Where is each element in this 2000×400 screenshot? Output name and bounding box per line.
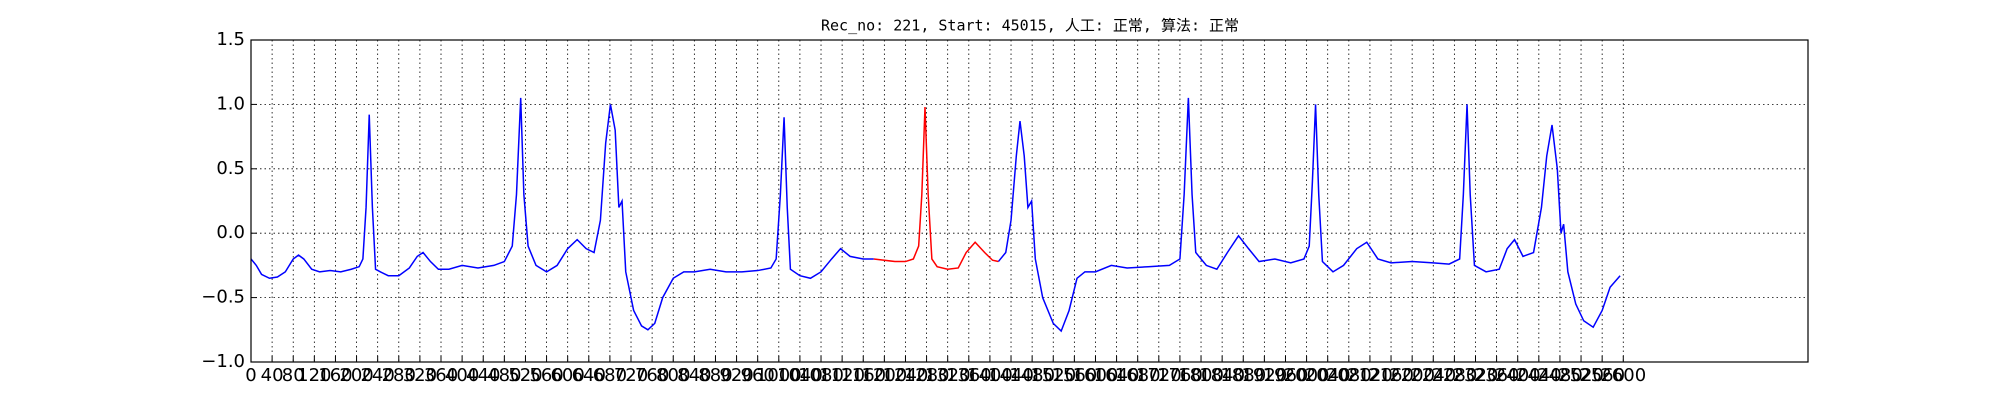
x-tick-label: 400 [445,365,479,386]
x-tick-label: 360 [424,365,458,386]
x-tick-label: 1120 [819,365,865,386]
x-tick-label: 2600 [1600,365,1646,386]
x-tick-label: 1480 [1009,365,1055,386]
y-tick-label: 0.5 [216,158,245,179]
x-tick-label: 2120 [1347,365,1393,386]
x-tick-label: 1680 [1115,365,1161,386]
plot-frame [250,39,1809,363]
x-tick-label: 1600 [1073,365,1119,386]
x-tick-label: 240 [360,365,394,386]
x-tick-label: 2280 [1431,365,1477,386]
x-tick-label: 1880 [1220,365,1266,386]
x-tick-label: 440 [466,365,500,386]
x-tick-label: 880 [698,365,732,386]
x-tick-label: 640 [572,365,606,386]
x-tick-label: 80 [282,365,305,386]
x-tick-label: 1080 [798,365,844,386]
ecg-line [250,97,1621,333]
x-tick-label: 2040 [1305,365,1351,386]
x-tick-label: 1800 [1178,365,1224,386]
x-tick-label: 1960 [1263,365,1309,386]
x-tick-label: 1760 [1157,365,1203,386]
chart-title: Rec_no: 221, Start: 45015, 人工: 正常, 算法: 正… [821,17,1239,35]
x-tick-label: 840 [677,365,711,386]
x-tick-label: 1320 [925,365,971,386]
y-tick-label: 0.0 [216,222,245,243]
x-tick-label: 1240 [883,365,929,386]
ecg-line [873,106,999,271]
x-tick-label: 1720 [1136,365,1182,386]
x-tick-label: 1360 [946,365,992,386]
x-tick-label: 320 [403,365,437,386]
x-tick-label: 2160 [1368,365,1414,386]
x-tick-label: 920 [719,365,753,386]
x-tick-label: 2440 [1516,365,1562,386]
x-tick-label: 800 [656,365,690,386]
y-tick-label: −1.0 [201,351,245,372]
x-tick-label: 1040 [777,365,823,386]
x-tick-label: 2400 [1495,365,1541,386]
x-tick-label: 2240 [1410,365,1456,386]
x-tick-label: 2480 [1537,365,1583,386]
x-tick-label: 0 [245,365,256,386]
y-tick-label: 1.0 [216,93,245,114]
x-tick-label: 280 [382,365,416,386]
x-tick-label: 2000 [1284,365,1330,386]
x-tick-label: 560 [529,365,563,386]
x-tick-label: 1840 [1199,365,1245,386]
x-tick-label: 200 [339,365,373,386]
x-tick-label: 160 [318,365,352,386]
x-tick-label: 2200 [1389,365,1435,386]
x-tick-label: 40 [261,365,284,386]
x-tick-label: 1200 [861,365,907,386]
x-tick-label: 1440 [988,365,1034,386]
x-tick-label: 1400 [967,365,1013,386]
x-tick-label: 1280 [904,365,950,386]
y-tick-label: −0.5 [201,287,245,308]
x-tick-label: 760 [635,365,669,386]
x-tick-label: 600 [550,365,584,386]
x-tick-label: 120 [297,365,331,386]
y-tick-label: 1.5 [216,29,245,50]
x-tick-label: 2320 [1453,365,1499,386]
x-tick-label: 720 [614,365,648,386]
x-tick-label: 520 [508,365,542,386]
x-tick-label: 2080 [1326,365,1372,386]
x-tick-label: 1160 [840,365,886,386]
x-tick-label: 1920 [1241,365,1287,386]
x-tick-label: 2360 [1474,365,1520,386]
x-tick-label: 1640 [1094,365,1140,386]
x-tick-label: 1520 [1030,365,1076,386]
x-tick-label: 1000 [756,365,802,386]
x-tick-label: 2560 [1579,365,1625,386]
x-tick-label: 680 [593,365,627,386]
x-tick-label: 960 [741,365,775,386]
x-tick-label: 480 [487,365,521,386]
x-tick-label: 1560 [1051,365,1097,386]
x-tick-label: 2520 [1558,365,1604,386]
